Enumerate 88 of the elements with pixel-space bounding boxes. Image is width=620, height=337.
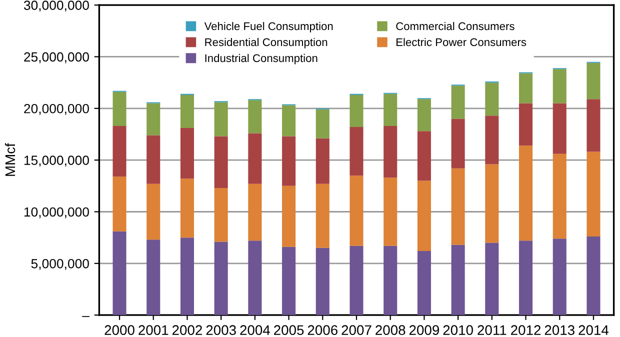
bar	[316, 138, 330, 184]
bar	[180, 128, 194, 179]
bar	[586, 152, 600, 237]
bar	[485, 242, 499, 316]
x-tick-label: 2000	[104, 325, 134, 336]
bar	[384, 94, 398, 126]
bar	[519, 73, 533, 104]
bar	[248, 240, 262, 316]
bar	[146, 103, 160, 136]
y-tick-label: 30,000,000	[24, 0, 89, 12]
bar	[214, 188, 228, 242]
bar	[146, 135, 160, 184]
bar	[586, 99, 600, 152]
bar	[112, 231, 126, 316]
x-tick-label: 2008	[376, 325, 406, 336]
bar	[552, 103, 566, 154]
y-tick-label: –	[82, 316, 90, 317]
y-tick-label: 15,000,000	[24, 156, 89, 167]
bar	[485, 116, 499, 164]
y-tick-label: 10,000,000	[24, 207, 89, 218]
x-tick-label: 2005	[274, 325, 304, 336]
bar	[519, 146, 533, 241]
bar	[248, 133, 262, 184]
y-tick-label: 5,000,000	[31, 258, 89, 270]
x-tick-label: 2007	[342, 325, 372, 336]
x-tick-label: 2010	[443, 325, 473, 336]
x-tick-label: 2011	[478, 325, 506, 336]
x-tick-label: 2001	[138, 325, 168, 336]
bar	[248, 184, 262, 241]
x-tick-label: 2014	[578, 325, 609, 336]
bar	[586, 236, 600, 316]
bar	[417, 180, 431, 252]
bar	[519, 240, 533, 316]
bar	[384, 178, 398, 246]
bar	[350, 246, 364, 316]
bar	[282, 105, 296, 136]
bar	[180, 178, 194, 238]
bar	[214, 242, 228, 316]
bar	[417, 99, 431, 132]
bar	[485, 164, 499, 243]
bar	[112, 126, 126, 177]
x-tick-label: 2012	[511, 325, 541, 336]
bar	[451, 244, 465, 316]
bar	[552, 154, 566, 239]
bar	[316, 248, 330, 316]
bar	[451, 86, 465, 119]
bar	[384, 126, 398, 178]
bar	[451, 168, 465, 245]
bar	[384, 246, 398, 316]
legend-label: Residential Consumption	[205, 38, 328, 48]
bar	[519, 103, 533, 146]
bar	[451, 118, 465, 168]
bar	[350, 94, 364, 128]
legend-label: Commercial Consumers	[396, 22, 514, 30]
bar	[552, 69, 566, 104]
legend-label: Vehicle Fuel Consumption	[204, 22, 333, 32]
bar	[350, 127, 364, 176]
legend-label: Industrial Consumption	[205, 54, 318, 64]
bar	[417, 251, 431, 316]
bar	[417, 131, 431, 181]
bar	[146, 240, 160, 316]
bar	[112, 176, 126, 232]
y-tick-label: 25,000,000	[24, 52, 89, 64]
x-tick-label: 2003	[206, 325, 236, 336]
x-tick-label: 2004	[240, 325, 270, 336]
x-tick-label: 2006	[308, 325, 338, 336]
bar	[248, 100, 262, 134]
bar	[214, 102, 228, 136]
bar	[180, 94, 194, 128]
bar	[282, 186, 296, 247]
bar	[316, 109, 330, 138]
bar	[485, 82, 499, 116]
bar	[146, 184, 160, 240]
x-tick-label: 2009	[409, 325, 439, 336]
bar	[552, 238, 566, 316]
y-axis-title: MMcf	[4, 143, 16, 176]
x-tick-label: 2013	[544, 325, 574, 336]
x-tick-label: 2002	[172, 325, 202, 336]
bar	[112, 92, 126, 126]
bar	[316, 184, 330, 248]
bar	[282, 246, 296, 316]
bar	[214, 136, 228, 188]
y-tick-label: 20,000,000	[24, 104, 89, 115]
bar	[282, 136, 296, 186]
bar	[586, 62, 600, 100]
bar	[350, 176, 364, 246]
legend-label: Electric Power Consumers	[396, 38, 526, 46]
bar	[180, 238, 194, 316]
